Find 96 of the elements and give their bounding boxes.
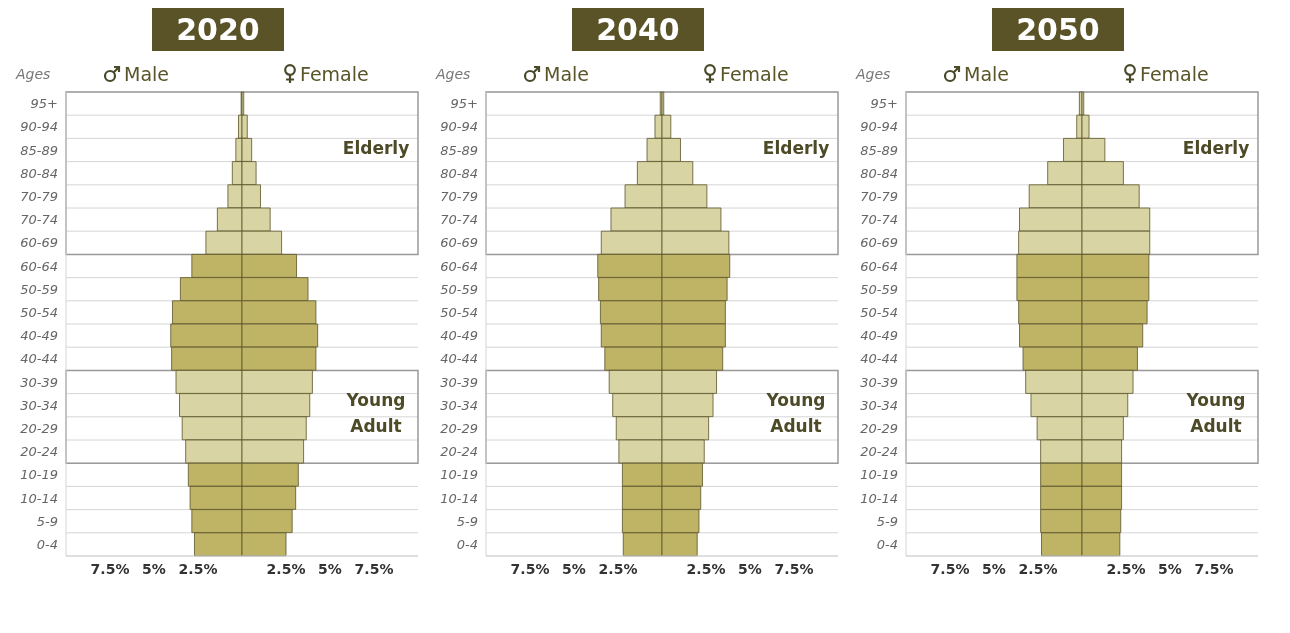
y-tick-label: 30-34	[20, 397, 58, 413]
x-tick-label: 7.5%	[90, 560, 130, 577]
y-tick-label: 5-9	[36, 513, 58, 529]
y-tick-label: 80-84	[860, 165, 898, 181]
legend-label: Female	[720, 63, 789, 85]
y-tick-label: 95+	[870, 96, 898, 112]
y-tick-label: 60-64	[440, 258, 478, 274]
y-tick-label: 60-64	[20, 258, 58, 274]
x-tick-label: 7.5%	[354, 560, 394, 577]
x-tick-label: 2.5%	[266, 560, 306, 577]
y-tick-label: 50-59	[20, 281, 58, 297]
chart-title: 2020	[152, 8, 284, 51]
y-tick-label: 0-4	[456, 537, 478, 553]
x-tick-label: 7.5%	[510, 560, 550, 577]
y-tick-label: 50-59	[860, 281, 898, 297]
y-tick-label: 50-59	[440, 281, 478, 297]
y-tick-label: 90-94	[860, 119, 898, 135]
y-tick-label: 30-34	[440, 397, 478, 413]
legend-label: Male	[544, 63, 590, 85]
y-axis-title: Ages	[436, 66, 472, 82]
y-axis-title: Ages	[856, 66, 892, 82]
y-tick-label: 60-69	[440, 235, 478, 251]
y-tick-label: 60-64	[860, 258, 898, 274]
y-tick-label: 10-19	[440, 467, 478, 483]
y-tick-label: 80-84	[20, 165, 58, 181]
x-tick-label: 5%	[738, 560, 762, 577]
y-tick-label: 70-79	[860, 189, 898, 205]
y-tick-label: 20-24	[440, 444, 478, 460]
x-tick-label: 5%	[982, 560, 1006, 577]
y-tick-label: 85-89	[20, 142, 58, 158]
y-tick-label: 20-24	[860, 444, 898, 460]
band-label: Young Adult	[1185, 389, 1246, 436]
y-tick-label: 40-44	[860, 351, 898, 367]
x-tick-label: 7.5%	[774, 560, 814, 577]
y-tick-label: 5-9	[456, 513, 478, 529]
y-tick-label: 40-44	[440, 351, 478, 367]
y-tick-label: 40-44	[20, 351, 58, 367]
y-tick-label: 50-54	[20, 305, 58, 321]
legend-label: Female	[300, 63, 369, 85]
legend-label: Female	[1140, 63, 1209, 85]
y-tick-label: 20-29	[20, 421, 58, 437]
band-label: Young Adult	[765, 389, 826, 436]
x-tick-label: 2.5%	[1106, 560, 1146, 577]
x-tick-label: 2.5%	[598, 560, 638, 577]
y-tick-label: 95+	[450, 96, 478, 112]
y-tick-label: 10-19	[20, 467, 58, 483]
x-tick-label: 7.5%	[1194, 560, 1234, 577]
y-tick-label: 10-14	[440, 490, 478, 506]
y-tick-label: 30-39	[440, 374, 478, 390]
band-label: Elderly	[1182, 137, 1250, 158]
y-tick-label: 85-89	[440, 142, 478, 158]
y-tick-label: 0-4	[36, 537, 58, 553]
y-tick-label: 30-39	[860, 374, 898, 390]
x-tick-label: 5%	[142, 560, 166, 577]
chart-title: 2050	[992, 8, 1124, 51]
y-tick-label: 30-39	[20, 374, 58, 390]
y-tick-label: 40-49	[440, 328, 478, 344]
y-tick-label: 70-74	[860, 212, 898, 228]
chart-title: 2040	[572, 8, 704, 51]
y-axis-title: Ages	[16, 66, 52, 82]
y-tick-label: 0-4	[876, 537, 898, 553]
y-tick-label: 80-84	[440, 165, 478, 181]
legend-label: Male	[124, 63, 170, 85]
y-tick-label: 50-54	[440, 305, 478, 321]
y-tick-label: 40-49	[20, 328, 58, 344]
y-tick-label: 85-89	[860, 142, 898, 158]
x-tick-label: 5%	[318, 560, 342, 577]
y-tick-label: 70-79	[440, 189, 478, 205]
y-tick-label: 20-29	[440, 421, 478, 437]
y-tick-label: 70-74	[440, 212, 478, 228]
x-tick-label: 5%	[1158, 560, 1182, 577]
x-tick-label: 2.5%	[686, 560, 726, 577]
y-tick-label: 20-29	[860, 421, 898, 437]
x-tick-label: 5%	[562, 560, 586, 577]
y-tick-label: 40-49	[860, 328, 898, 344]
legend-label: Male	[964, 63, 1010, 85]
y-tick-label: 70-79	[20, 189, 58, 205]
y-tick-label: 30-34	[860, 397, 898, 413]
y-tick-label: 10-14	[20, 490, 58, 506]
y-tick-label: 95+	[30, 96, 58, 112]
band-label: Elderly	[342, 137, 410, 158]
y-tick-label: 90-94	[440, 119, 478, 135]
y-tick-label: 10-14	[860, 490, 898, 506]
y-tick-label: 90-94	[20, 119, 58, 135]
y-tick-label: 10-19	[860, 467, 898, 483]
y-tick-label: 60-69	[860, 235, 898, 251]
x-tick-label: 7.5%	[930, 560, 970, 577]
y-tick-label: 20-24	[20, 444, 58, 460]
y-tick-label: 5-9	[876, 513, 898, 529]
y-tick-label: 50-54	[860, 305, 898, 321]
band-label: Young Adult	[345, 389, 406, 436]
y-tick-label: 60-69	[20, 235, 58, 251]
x-tick-label: 2.5%	[178, 560, 218, 577]
band-label: Elderly	[762, 137, 830, 158]
y-tick-label: 70-74	[20, 212, 58, 228]
x-tick-label: 2.5%	[1018, 560, 1058, 577]
